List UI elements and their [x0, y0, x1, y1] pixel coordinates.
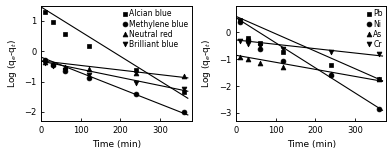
Text: (b): (b)	[365, 9, 382, 19]
X-axis label: Time (min): Time (min)	[287, 140, 336, 149]
Y-axis label: Log (q$_e$-q$_t$): Log (q$_e$-q$_t$)	[200, 39, 213, 88]
X-axis label: Time (min): Time (min)	[92, 140, 141, 149]
Legend: Alcian blue, Methylene blue, Neutral red, Brilliant blue: Alcian blue, Methylene blue, Neutral red…	[120, 7, 190, 51]
Y-axis label: Log (q$_e$-q$_t$): Log (q$_e$-q$_t$)	[5, 39, 18, 88]
Text: (a): (a)	[171, 9, 187, 19]
Legend: Pb, Ni, As, Cr: Pb, Ni, As, Cr	[365, 7, 385, 51]
